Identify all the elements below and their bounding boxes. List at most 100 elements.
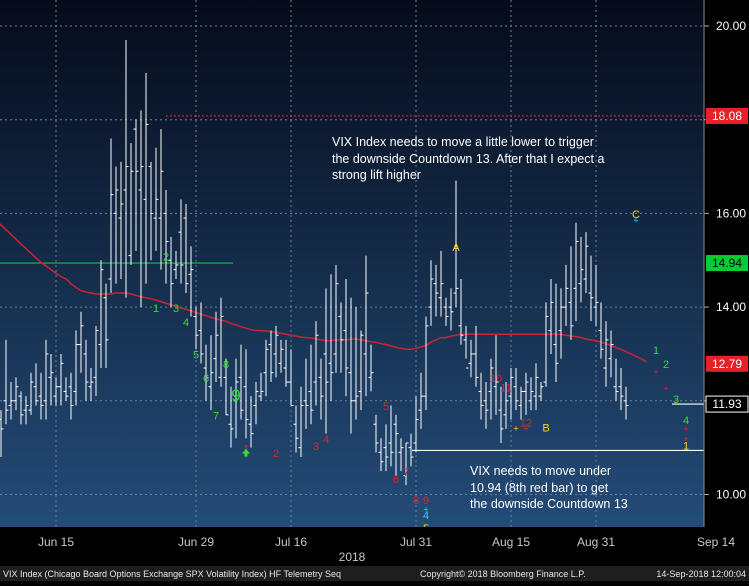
x-tick-label: Aug 15 <box>492 535 530 549</box>
ohlc-bar <box>163 189 169 284</box>
count-label: 1 <box>683 441 689 453</box>
ohlc-bar <box>263 339 269 397</box>
ohlc-bar <box>88 368 94 401</box>
ohlc-bar <box>258 372 264 401</box>
ohlc-bar <box>428 260 434 326</box>
ohlc-bar <box>183 204 189 294</box>
x-axis-panel <box>0 527 704 566</box>
ohlc-bar <box>583 232 589 294</box>
ohlc-bar <box>148 161 154 261</box>
ohlc-bar <box>43 339 49 420</box>
plus-marker: + <box>683 434 688 444</box>
count-label: 6 <box>393 474 399 486</box>
ohlc-bar <box>273 325 279 378</box>
x-tick-label: Jul 16 <box>275 535 307 549</box>
ohlc-bar <box>58 353 64 406</box>
count-label: 4 <box>423 510 429 522</box>
ohlc-bar <box>463 325 469 369</box>
count-label: 4 <box>323 434 329 446</box>
count-label: 3 <box>313 441 319 453</box>
footer-timestamp: 14-Sep-2018 12:00:04 <box>656 569 746 579</box>
chart-annotation: strong lift higher <box>332 168 421 182</box>
ohlc-bar <box>223 358 229 416</box>
count-label: 9 <box>423 495 429 507</box>
ohlc-bar <box>578 236 584 303</box>
ohlc-bar <box>243 349 249 439</box>
ohlc-bar <box>338 302 344 373</box>
ohlc-bar <box>358 330 364 411</box>
ohlc-bar <box>538 382 544 401</box>
plus-marker: + <box>683 424 688 434</box>
count-label: 5 <box>193 350 199 362</box>
plus-marker: + <box>653 367 658 377</box>
ohlc-bar <box>238 344 244 420</box>
ohlc-bar <box>73 330 79 406</box>
ohlc-bar <box>453 180 459 308</box>
ohlc-bar <box>168 236 174 308</box>
ohlc-bar <box>8 382 14 420</box>
ohlc-bar <box>3 339 9 425</box>
ohlc-bar <box>618 368 624 411</box>
ohlc-bar <box>138 110 144 308</box>
count-label: 4 <box>183 317 189 329</box>
ohlc-bar <box>13 377 19 411</box>
ohlc-bar <box>603 321 609 387</box>
ohlc-bar <box>353 307 359 420</box>
ohlc-bar <box>213 311 219 383</box>
ohlc-bar <box>328 274 334 401</box>
ohlc-bar <box>188 246 194 317</box>
count-label: 7 <box>213 411 219 423</box>
count-label: A <box>452 242 460 254</box>
ohlc-bar <box>368 344 374 392</box>
ohlc-bar <box>293 405 299 453</box>
price-label-box <box>706 107 748 124</box>
ohlc-bar <box>553 283 559 383</box>
ohlc-bar <box>298 386 304 458</box>
ohlc-bar <box>53 377 59 406</box>
price-label-box <box>706 355 748 372</box>
x-tick-label: Aug 31 <box>577 535 615 549</box>
ohlc-bar <box>563 264 569 326</box>
chart-annotation: the downside Countdown 13. After that I … <box>332 152 604 166</box>
ohlc-bar <box>208 335 214 411</box>
price-label: 18.08 <box>712 109 742 123</box>
count-label: 2 <box>663 359 669 371</box>
ohlc-bar <box>48 353 54 406</box>
footer-source: VIX Index (Chicago Board Options Exchang… <box>3 569 341 579</box>
ohlc-bar <box>38 372 44 420</box>
ohlc-bar <box>448 288 454 331</box>
ohlc-bar <box>488 358 494 420</box>
ohlc-bar <box>233 358 239 439</box>
ohlc-bar <box>408 433 414 467</box>
ohlc-bar <box>33 363 39 406</box>
count-label: 10 <box>490 373 502 385</box>
count-label: 5 <box>383 401 389 413</box>
ohlc-bar <box>348 297 354 434</box>
ohlc-bar <box>388 405 394 467</box>
plus-marker: + <box>513 423 518 433</box>
ohlc-bar <box>478 372 484 420</box>
ohlc-bar <box>383 424 389 472</box>
ohlc-bar <box>18 391 24 425</box>
plus-marker: + <box>663 383 668 393</box>
ohlc-bar <box>253 382 259 425</box>
plus-marker: + <box>423 504 428 514</box>
ohlc-bar <box>518 386 524 420</box>
price-label-box <box>706 255 748 272</box>
price-label: 14.94 <box>712 256 742 270</box>
ohlc-bar <box>413 396 419 453</box>
count-label: 8 <box>223 359 229 371</box>
ohlc-bar <box>438 250 444 317</box>
ohlc-bar <box>378 438 384 472</box>
x-tick-label: Sep 14 <box>697 535 735 549</box>
y-tick-label: 16.00 <box>716 206 746 220</box>
ohlc-bar <box>128 143 134 265</box>
plus-marker: + <box>633 216 638 226</box>
ohlc-bar <box>403 442 409 486</box>
y-tick-label: 10.00 <box>716 488 746 502</box>
ohlc-bar <box>493 335 499 415</box>
footer-copyright: Copyright© 2018 Bloomberg Finance L.P. <box>420 569 586 579</box>
ohlc-bar <box>288 349 294 406</box>
ohlc-bar <box>458 278 464 345</box>
